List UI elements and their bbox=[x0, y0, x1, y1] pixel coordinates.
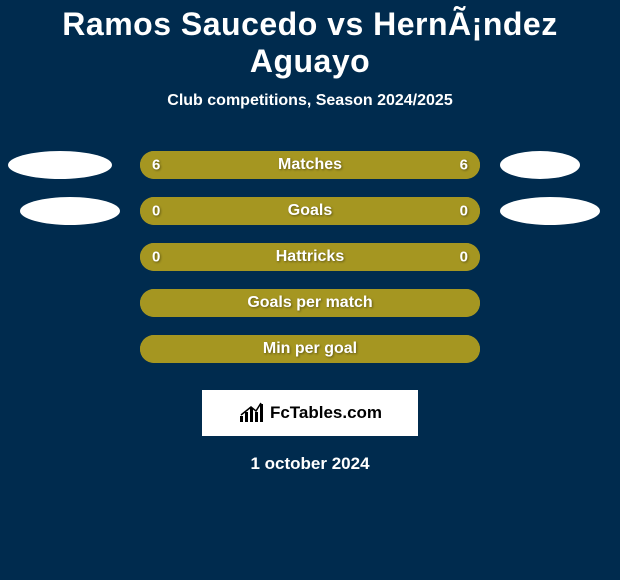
player-right-marker bbox=[500, 151, 580, 179]
stat-label: Goals per match bbox=[140, 294, 480, 312]
player-left-marker bbox=[8, 151, 112, 179]
logo-box: FcTables.com bbox=[202, 390, 418, 436]
stat-bar: 66Matches bbox=[140, 151, 480, 179]
comparison-card: Ramos Saucedo vs HernÃ¡ndez Aguayo Club … bbox=[0, 0, 620, 580]
stat-bar: 00Hattricks bbox=[140, 243, 480, 271]
date-label: 1 october 2024 bbox=[0, 454, 620, 474]
page-title: Ramos Saucedo vs HernÃ¡ndez Aguayo bbox=[0, 6, 620, 80]
stat-label: Min per goal bbox=[140, 340, 480, 358]
logo-text: FcTables.com bbox=[270, 403, 382, 423]
stat-row: Min per goal bbox=[0, 326, 620, 372]
stat-bar: Min per goal bbox=[140, 335, 480, 363]
stat-label: Hattricks bbox=[140, 248, 480, 266]
player-right-marker bbox=[500, 197, 600, 225]
stat-row: 00Goals bbox=[0, 188, 620, 234]
chart-icon bbox=[238, 402, 266, 424]
stat-row: 66Matches bbox=[0, 142, 620, 188]
player-left-marker bbox=[20, 197, 120, 225]
stat-bar: Goals per match bbox=[140, 289, 480, 317]
stat-rows: 66Matches 00Goals 00Hattricks Goals per mat… bbox=[0, 142, 620, 372]
stat-row: 00Hattricks bbox=[0, 234, 620, 280]
stat-label: Goals bbox=[140, 202, 480, 220]
stat-label: Matches bbox=[140, 156, 480, 174]
stat-bar: 00Goals bbox=[140, 197, 480, 225]
subtitle: Club competitions, Season 2024/2025 bbox=[0, 92, 620, 110]
stat-row: Goals per match bbox=[0, 280, 620, 326]
